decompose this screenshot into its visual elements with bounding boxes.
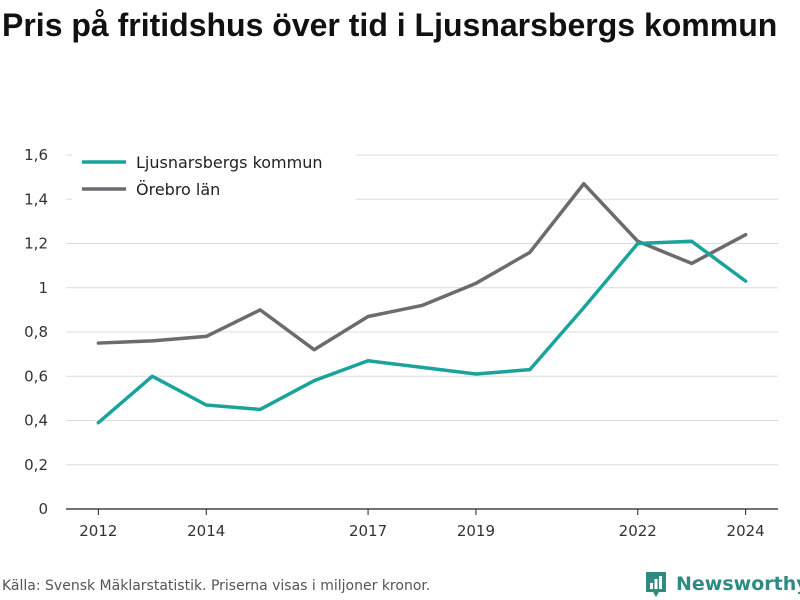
series-lines — [96, 182, 748, 425]
y-tick-label: 1 — [38, 279, 48, 297]
y-tick-label: 0,8 — [24, 323, 48, 341]
brand-logo[interactable]: Newsworthy — [644, 570, 800, 598]
x-tick-label: 2019 — [457, 522, 495, 540]
y-tick-label: 0,4 — [24, 412, 48, 430]
brand-name: Newsworthy — [676, 573, 800, 595]
y-tick-label: 0,2 — [24, 456, 48, 474]
y-tick-label: 1,4 — [24, 190, 48, 208]
source-note: Källa: Svensk Mäklarstatistik. Priserna … — [2, 578, 431, 594]
x-tick-label: 2012 — [79, 522, 117, 540]
chart-title: Pris på fritidshus över tid i Ljusnarsbe… — [2, 7, 778, 43]
y-tick-label: 1,2 — [24, 235, 48, 253]
y-tick-label: 1,6 — [24, 146, 48, 164]
legend-label: Ljusnarsbergs kommun — [136, 153, 323, 172]
legend-label: Örebro län — [136, 180, 220, 199]
y-tick-label: 0,6 — [24, 367, 48, 385]
x-axis: 2012 2014 2017 2019 2022 2024 — [66, 508, 778, 540]
series-line — [96, 239, 748, 425]
x-tick-label: 2014 — [187, 522, 225, 540]
legend: Ljusnarsbergs kommun Örebro län — [72, 145, 356, 203]
x-tick-label: 2017 — [349, 522, 387, 540]
bar-chart-logo-icon — [646, 572, 666, 597]
series-line — [96, 182, 748, 352]
x-tick-label: 2022 — [619, 522, 657, 540]
y-axis-ticks: 0 0,2 0,4 0,6 0,8 1 1,2 1,4 1,6 — [24, 146, 48, 518]
legend-background — [72, 145, 356, 203]
y-tick-label: 0 — [38, 500, 48, 518]
x-tick-label: 2024 — [727, 522, 765, 540]
